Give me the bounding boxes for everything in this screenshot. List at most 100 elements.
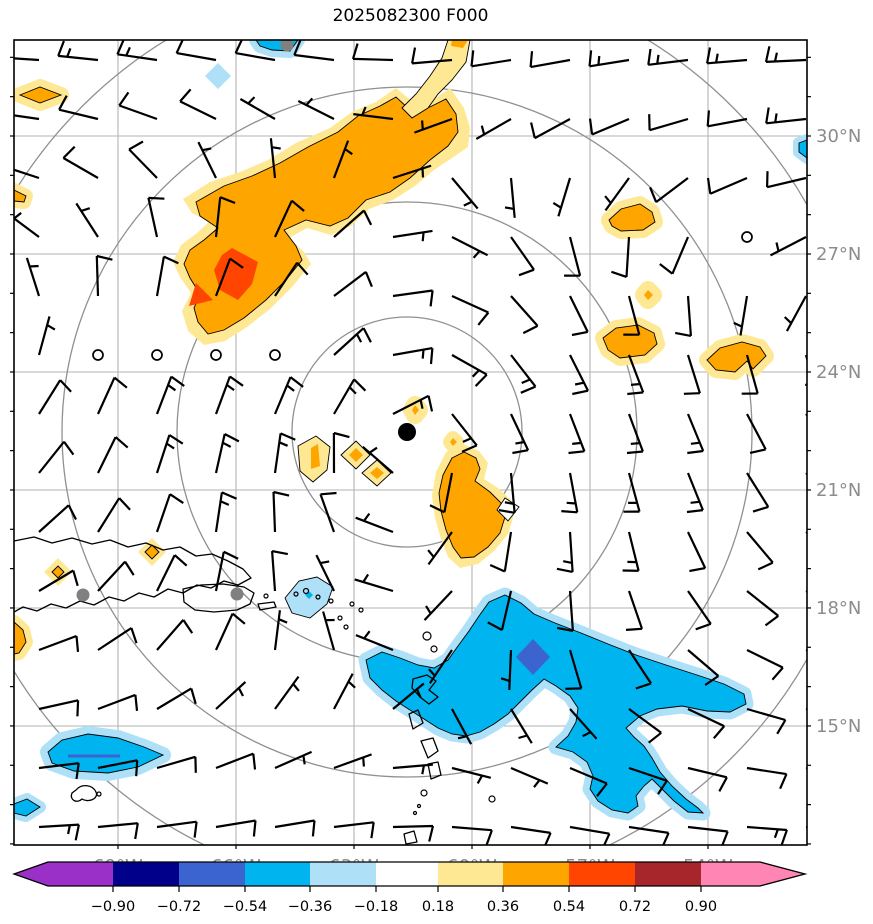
wind-barb <box>175 40 217 62</box>
colorbar-tick-label: −0.36 <box>288 899 332 915</box>
wind-barb <box>674 295 692 337</box>
wind-barb <box>565 649 583 690</box>
wind-barb <box>783 295 807 332</box>
wind-barb <box>95 254 113 297</box>
city-dot <box>76 588 90 602</box>
wind-barb <box>214 550 239 592</box>
wind-barb <box>319 491 337 533</box>
calm-wind-circle <box>269 349 281 361</box>
wind-barb <box>687 766 728 792</box>
wind-barb <box>628 649 652 690</box>
wind-barb <box>746 649 784 681</box>
wind-barb <box>351 43 394 62</box>
wind-barb <box>626 413 644 455</box>
wind-barb <box>687 590 712 631</box>
wind-barb <box>510 295 539 335</box>
wind-barb <box>14 114 40 121</box>
calm-wind-circle <box>151 349 163 361</box>
wind-barb <box>746 472 770 513</box>
wind-barb <box>269 138 281 179</box>
wind-barb <box>38 379 72 415</box>
wind-barb <box>687 825 729 845</box>
wind-barb <box>556 590 574 632</box>
wind-barb <box>428 649 453 684</box>
wind-barb <box>215 819 257 837</box>
plot-title: 2025082300 F000 <box>332 6 489 26</box>
wind-barb <box>155 255 179 297</box>
wind-barb <box>470 50 512 68</box>
wind-barb <box>683 354 701 395</box>
wind-barb <box>451 177 479 210</box>
wind-barb <box>552 177 572 217</box>
wind-barb <box>332 431 350 474</box>
wind-barb <box>274 675 300 710</box>
wind-barb <box>156 619 194 651</box>
wind-barb <box>686 413 705 455</box>
wind-barb <box>97 560 135 592</box>
city-dot <box>280 40 294 52</box>
wind-barb <box>14 57 40 62</box>
wind-barb <box>392 682 425 710</box>
wind-barb <box>38 569 79 592</box>
wind-barb <box>214 491 238 533</box>
wind-barb <box>588 117 630 136</box>
wind-barb <box>179 88 217 120</box>
wind-barb <box>333 753 372 770</box>
wind-barb <box>392 763 433 775</box>
wind-barb <box>274 819 316 837</box>
wind-barb <box>155 375 185 415</box>
wind-barb <box>706 110 748 128</box>
wind-barb <box>354 573 394 593</box>
wind-barb <box>411 47 453 65</box>
wind-barb <box>38 504 77 533</box>
wind-barb <box>741 354 759 395</box>
wind-barb <box>659 236 690 275</box>
wind-barb <box>273 376 304 415</box>
point-markers <box>76 40 416 602</box>
wind-barb <box>38 762 80 780</box>
colorbar-band <box>48 862 113 886</box>
wind-barb <box>25 257 41 297</box>
wind-barb <box>57 40 99 62</box>
wind-barb <box>649 177 689 203</box>
wind-barb <box>156 554 188 592</box>
wind-barb <box>293 40 335 62</box>
wind-barb <box>214 257 244 297</box>
map-area <box>14 40 807 845</box>
colorbar-band <box>179 862 245 886</box>
wind-barb <box>746 590 779 627</box>
wind-barb <box>429 472 454 514</box>
wind-barb <box>414 117 453 134</box>
wind-barb <box>97 497 131 533</box>
wind-barb <box>14 212 40 238</box>
wind-barbs <box>14 40 807 845</box>
wind-barb <box>271 550 289 592</box>
wind-barb <box>392 394 434 415</box>
wind-barb <box>156 687 197 710</box>
wind-barb <box>451 413 478 453</box>
wind-barb <box>38 634 80 653</box>
wind-barb <box>315 554 335 592</box>
colorbar-outline <box>12 861 808 887</box>
colorbar-tick-label: −0.18 <box>354 899 398 915</box>
lat-label: 24°N <box>816 362 861 383</box>
wind-barb <box>333 673 356 710</box>
wind-barb <box>353 106 394 121</box>
wind-barb <box>569 295 589 337</box>
wind-barb <box>623 295 641 336</box>
wind-barb <box>498 472 516 514</box>
wind-barb <box>487 590 513 631</box>
wind-barb <box>197 141 217 179</box>
wind-barb <box>116 40 158 62</box>
wind-barb <box>392 229 433 242</box>
wind-barb <box>766 171 807 189</box>
lat-label: 15°N <box>816 716 861 737</box>
wind-barb <box>451 766 492 784</box>
wind-barb <box>333 378 367 415</box>
colorbar-band <box>245 862 310 886</box>
wind-barb <box>333 327 372 356</box>
wind-barb <box>392 289 434 307</box>
wind-barb <box>392 347 434 365</box>
wind-barb <box>805 531 807 534</box>
